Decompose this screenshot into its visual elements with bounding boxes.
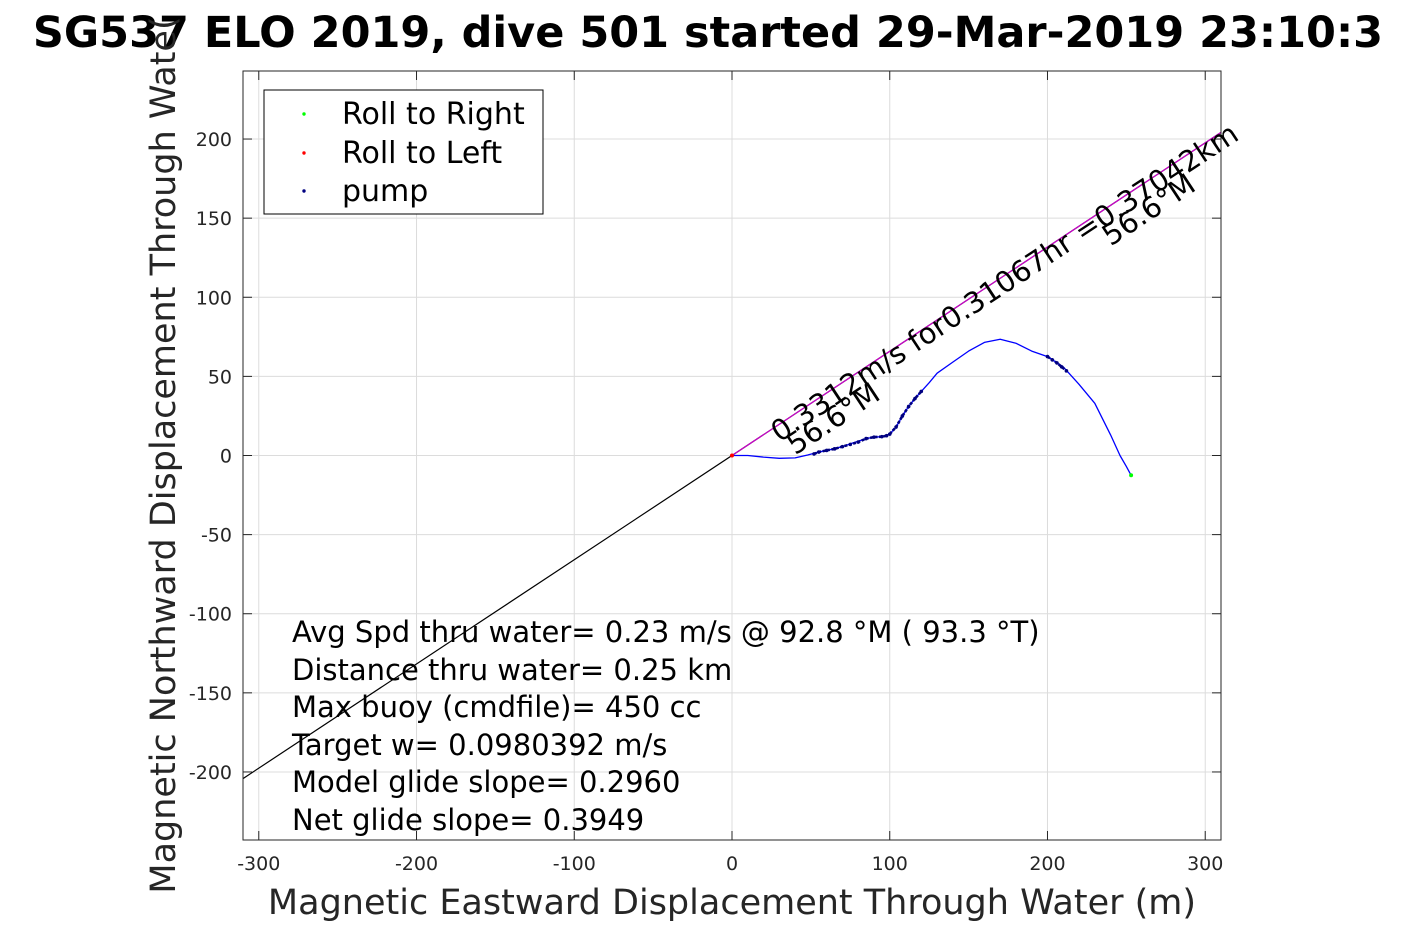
legend-label-roll-right: Roll to Right	[342, 97, 525, 132]
pump-point	[1064, 369, 1069, 373]
pump-point	[900, 414, 905, 418]
pump-point	[840, 444, 845, 449]
pump-point	[864, 436, 868, 441]
pump-point	[872, 435, 876, 439]
legend-label-roll-left: Roll to Left	[342, 136, 502, 171]
pump-point	[913, 396, 917, 401]
tick-labels: -300 -200 -100 0 100 200 300 -200 -150 -100 -50 0 50…	[189, 129, 1223, 875]
plot-frame	[242, 70, 1222, 841]
legend-label-pump: pump	[342, 174, 428, 209]
y-tick-label: 150	[196, 208, 232, 230]
pump-point	[884, 433, 889, 438]
pump-point	[1050, 357, 1055, 362]
y-tick-label: -150	[189, 683, 232, 705]
x-tick-label: -100	[553, 853, 596, 875]
stats-block: Avg Spd thru water= 0.23 m/s @ 92.8 °M (…	[291, 615, 1040, 837]
stat-net-glide-slope: Net glide slope= 0.3949	[292, 803, 644, 837]
pump-point	[906, 404, 911, 409]
x-tick-label: -300	[237, 853, 280, 875]
y-tick-label: 200	[196, 129, 232, 151]
y-tick-label: 0	[220, 446, 232, 468]
legend-marker-roll-right	[302, 112, 306, 116]
y-tick-label: -100	[189, 604, 232, 626]
stat-max-buoy: Max buoy (cmdfile)= 450 cc	[292, 690, 701, 724]
legend-marker-roll-left	[302, 151, 306, 155]
pump-point	[887, 432, 892, 436]
legend-marker-pump	[302, 189, 306, 193]
x-tick-label: 0	[726, 853, 738, 875]
roll-right-point	[1129, 473, 1134, 478]
legend: Roll to Right Roll to Left pump	[263, 89, 544, 215]
pump-point	[880, 434, 884, 439]
chart-title: SG537 ELO 2019, dive 501 started 29-Mar-…	[33, 8, 1383, 58]
x-tick-label: -200	[395, 853, 438, 875]
y-tick-label: -200	[189, 762, 232, 784]
axis-ticks	[243, 71, 1221, 840]
pump-point	[816, 450, 821, 454]
pump-point	[1045, 354, 1050, 359]
legend-box	[263, 89, 544, 215]
x-tick-label: 300	[1187, 853, 1223, 875]
x-tick-label: 100	[872, 853, 908, 875]
pump-point	[856, 440, 860, 444]
plot-content	[243, 131, 1221, 780]
pump-point	[812, 452, 816, 456]
pump-point	[1059, 365, 1064, 369]
pump-point	[832, 447, 837, 451]
stat-distance: Distance thru water= 0.25 km	[292, 653, 732, 687]
y-axis-label: Magnetic Northward Displacement Through …	[144, 16, 184, 893]
stat-target-w: Target w= 0.0980392 m/s	[291, 728, 667, 762]
y-tick-label: 100	[196, 287, 232, 309]
pump-point	[894, 425, 898, 429]
roll-left-point	[730, 453, 734, 458]
stat-model-glide-slope: Model glide slope= 0.2960	[292, 765, 680, 799]
y-tick-label: 50	[208, 366, 232, 388]
stat-avg-speed: Avg Spd thru water= 0.23 m/s @ 92.8 °M (…	[292, 615, 1040, 649]
pump-point	[919, 389, 924, 394]
pump-point	[824, 448, 829, 453]
pump-point	[1055, 361, 1059, 365]
x-axis-label: Magnetic Eastward Displacement Through W…	[268, 883, 1196, 923]
pump-point	[848, 442, 853, 447]
x-tick-label: 200	[1029, 853, 1065, 875]
course-line	[731, 131, 1221, 457]
y-tick-label: -50	[201, 525, 232, 547]
